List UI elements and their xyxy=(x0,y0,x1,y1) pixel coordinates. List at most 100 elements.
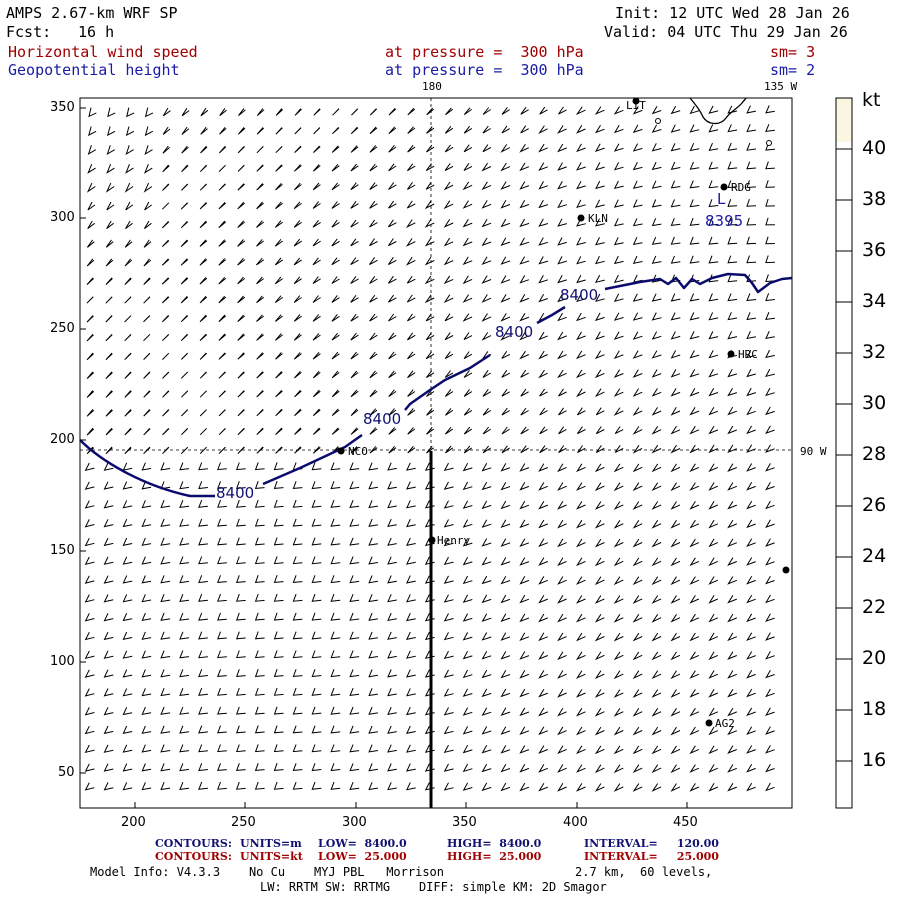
wind-barb xyxy=(613,218,624,227)
wind-barb xyxy=(332,108,340,116)
wind-barb xyxy=(670,783,681,792)
wind-barb xyxy=(143,409,151,417)
wind-barb xyxy=(462,613,473,622)
wind-barb xyxy=(651,501,662,510)
wind-barb xyxy=(86,277,94,285)
wind-barb xyxy=(181,183,189,191)
wind-barb xyxy=(235,706,246,715)
field1-name: Horizontal wind speed xyxy=(8,43,198,61)
wind-barb xyxy=(181,164,189,173)
station-label: AG2 xyxy=(715,717,735,730)
colorbar-label: 36 xyxy=(862,239,887,261)
wind-barb xyxy=(256,276,264,285)
station-dot xyxy=(337,447,345,455)
wind-barb xyxy=(86,258,95,267)
wind-barb xyxy=(254,481,265,489)
wind-barb xyxy=(746,576,756,585)
contours-high-2: HIGH= 25.000 xyxy=(447,850,542,863)
wind-barb xyxy=(275,408,283,417)
wind-barb xyxy=(557,576,567,585)
station-label: NCO xyxy=(348,445,368,458)
wind-barb xyxy=(294,427,302,435)
wind-barb xyxy=(425,313,435,322)
wind-barb xyxy=(689,463,700,473)
wind-barb xyxy=(218,183,226,191)
wind-barb xyxy=(179,763,190,772)
wind-barb xyxy=(632,745,643,755)
wind-barb xyxy=(312,164,321,172)
wind-barb xyxy=(292,669,303,677)
wind-barb xyxy=(746,613,756,623)
wind-barb xyxy=(160,575,171,584)
wind-barb xyxy=(613,255,624,265)
wind-barb xyxy=(217,612,227,621)
wind-barb xyxy=(161,258,170,266)
wind-barb xyxy=(557,274,567,284)
wind-barb xyxy=(594,350,605,360)
wind-barb xyxy=(141,725,152,734)
wind-barb xyxy=(256,295,264,304)
wind-barb xyxy=(613,614,624,623)
wind-barb xyxy=(141,688,152,697)
wind-barb xyxy=(670,236,681,245)
wind-barb xyxy=(122,631,133,640)
wind-barb xyxy=(122,688,133,697)
height-contour-8400 xyxy=(79,439,215,498)
wind-barb xyxy=(369,446,378,454)
station-dot xyxy=(782,566,790,574)
wind-barb xyxy=(500,237,511,247)
wind-barb xyxy=(481,181,492,191)
wind-barb xyxy=(88,126,97,137)
contour-label: 8400 xyxy=(560,286,599,304)
forecast-label: Fcst: xyxy=(6,23,52,41)
wind-barb xyxy=(613,783,624,792)
wind-barb xyxy=(575,482,586,491)
wind-barb xyxy=(443,275,454,285)
wind-barb xyxy=(254,556,265,565)
wind-barb xyxy=(274,257,283,266)
wind-barb xyxy=(387,238,397,247)
wind-barb xyxy=(311,781,322,790)
wind-barb xyxy=(632,764,643,774)
wind-barb xyxy=(368,612,378,621)
wind-barb xyxy=(708,425,719,435)
wind-barb xyxy=(481,237,492,247)
wind-barb xyxy=(746,482,756,491)
wind-barb xyxy=(312,219,321,228)
wind-barb xyxy=(708,387,719,397)
wind-barb xyxy=(312,257,321,266)
wind-barb xyxy=(273,687,284,696)
station-dot xyxy=(720,183,728,191)
height-contour-8400 xyxy=(404,353,491,411)
wind-barb xyxy=(463,125,473,134)
wind-barb xyxy=(689,519,700,529)
wind-barb xyxy=(557,538,567,548)
wind-barb xyxy=(519,726,530,735)
wind-barb xyxy=(162,202,170,210)
wind-barb xyxy=(105,182,115,193)
wind-barb xyxy=(87,164,96,174)
wind-barb xyxy=(557,595,567,604)
wind-barb xyxy=(311,481,322,490)
wind-barb xyxy=(406,782,416,791)
wind-barb xyxy=(292,781,303,790)
wind-barb xyxy=(765,726,775,735)
wind-barb xyxy=(235,575,246,583)
wind-barb xyxy=(143,334,151,342)
wind-barb xyxy=(463,445,473,454)
wind-barb xyxy=(331,276,340,284)
wind-barb xyxy=(670,501,681,510)
colorbar-label: 18 xyxy=(862,698,887,720)
wind-barb xyxy=(481,707,492,716)
wind-barb xyxy=(141,612,152,622)
wind-barb xyxy=(369,145,378,153)
wind-barb xyxy=(500,613,511,623)
wind-barb xyxy=(161,277,170,285)
wind-barb xyxy=(235,687,246,696)
wind-barb xyxy=(217,537,227,546)
wind-barb xyxy=(746,368,756,378)
wind-barb xyxy=(217,575,227,583)
wind-barb xyxy=(689,557,700,567)
wind-barb xyxy=(746,180,757,189)
wind-barb xyxy=(254,706,265,715)
